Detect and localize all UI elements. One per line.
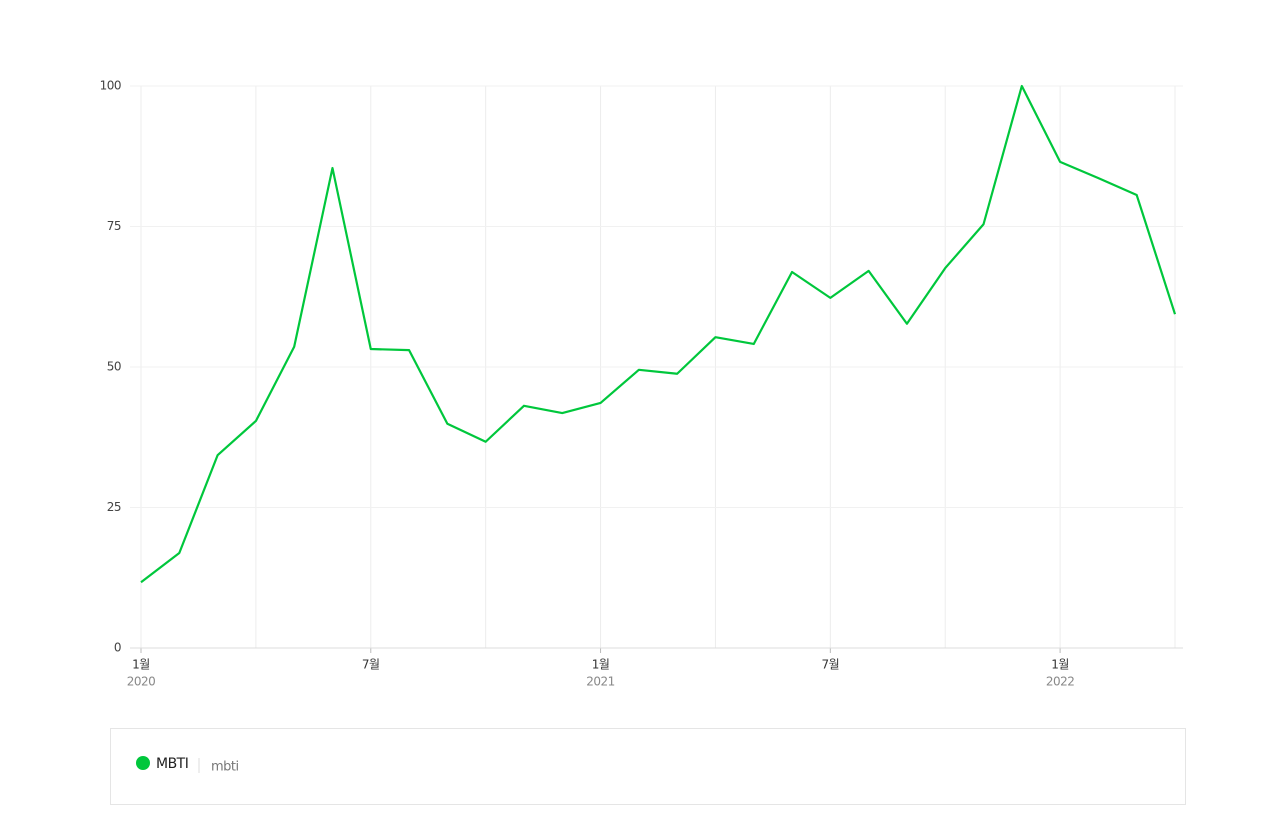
legend-keyword: mbti	[211, 760, 239, 775]
legend-swatch	[136, 756, 150, 770]
y-tick-label: 75	[107, 219, 121, 233]
x-year-label: 2022	[1046, 675, 1075, 689]
legend-label: MBTI	[156, 756, 188, 772]
y-tick-label: 0	[114, 641, 121, 655]
y-tick-label: 100	[100, 79, 121, 93]
y-tick-label: 25	[107, 500, 121, 514]
y-tick-label: 50	[107, 360, 121, 374]
x-tick-label: 7월	[362, 658, 380, 672]
grid	[130, 85, 1183, 649]
x-year-label: 2020	[127, 675, 156, 689]
x-tick-label: 1월	[592, 658, 610, 672]
x-tick-label: 1월	[1051, 658, 1069, 672]
line-series	[140, 84, 1177, 584]
legend-box	[110, 728, 1186, 805]
x-tick-label: 1월	[132, 658, 150, 672]
x-year-label: 2021	[586, 675, 615, 689]
x-tick-label: 7월	[821, 658, 839, 672]
